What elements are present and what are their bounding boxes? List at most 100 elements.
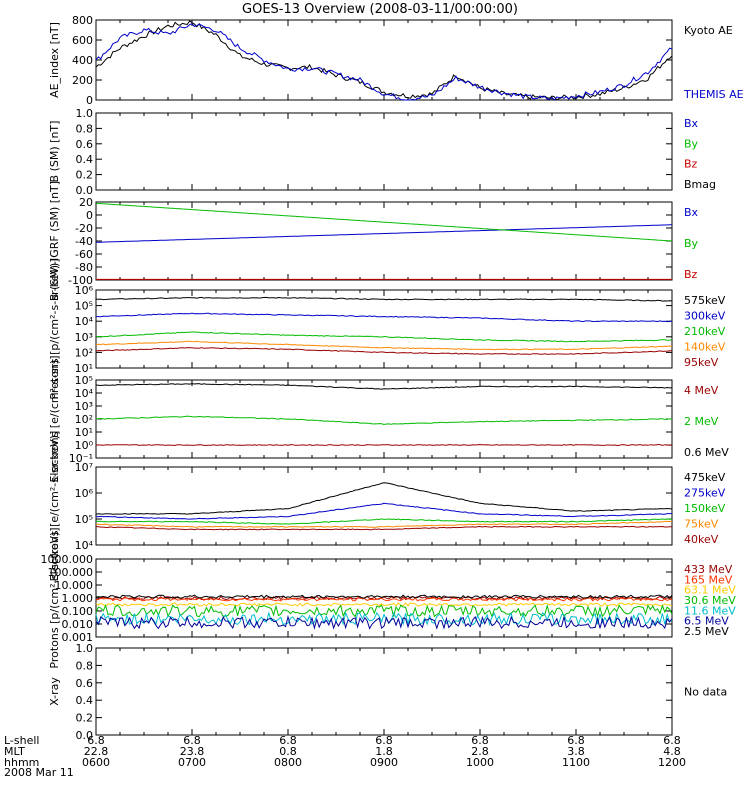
series-line (95, 20, 673, 101)
x-tick-hhmm: 1200 (658, 756, 686, 769)
legend-entry: 0.6 MeV (684, 446, 729, 459)
x-tick-hhmm: 1000 (466, 756, 494, 769)
x-tick-mlt: 22.8 (84, 745, 109, 758)
legend-entry: 6.5 MeV (684, 615, 729, 628)
series-line (95, 347, 673, 355)
series-line (95, 23, 673, 101)
x-tick-hhmm: 0800 (274, 756, 302, 769)
y-axis-label: B (SM) [nT] (48, 121, 61, 183)
legend-entry: 2 MeV (684, 415, 719, 428)
legend-entry: 275keV (684, 487, 726, 500)
y-tick-label: 10⁴ (75, 387, 94, 400)
y-tick-label: -80 (75, 261, 93, 274)
legend-entry: Bmag (684, 178, 716, 191)
panel-frame (95, 289, 673, 369)
y-tick-label: 10⁴ (75, 539, 94, 552)
x-tick-hhmm: 0900 (370, 756, 398, 769)
series-line (95, 502, 673, 520)
y-tick-label: 200 (72, 74, 93, 87)
y-tick-label: 0.0 (76, 729, 94, 742)
y-tick-label: 10.000 (55, 579, 94, 592)
x-tick-lshell: 6.8 (279, 734, 297, 747)
y-axis-label: AE_index [nT] (48, 22, 61, 98)
y-tick-label: 10⁵ (75, 300, 93, 313)
y-tick-label: 1.0 (76, 642, 94, 655)
legend-entry: THEMIS AE (683, 88, 744, 101)
legend-entry: 63.1 MeV (684, 584, 736, 597)
legend-entry: 2.5 MeV (684, 625, 729, 638)
panel-frame (95, 201, 673, 281)
legend-entry: Kyoto AE (684, 24, 733, 37)
legend-entry: By (684, 237, 699, 250)
y-tick-label: 0.2 (76, 712, 94, 725)
series-line (95, 296, 673, 302)
chart-title: GOES-13 Overview (2008-03-11/00:00:00) (242, 2, 518, 17)
legend-entry: Bx (684, 117, 699, 130)
y-tick-label: 10⁷ (75, 461, 93, 474)
y-tick-label: 0 (86, 94, 93, 107)
y-tick-label: -60 (75, 248, 93, 261)
y-tick-label: 1.000 (62, 592, 94, 605)
x-tick-lshell: 6.8 (471, 734, 489, 747)
y-tick-label: 0.4 (76, 153, 94, 166)
x-tick-hhmm: 0700 (178, 756, 206, 769)
x-axis-row-label: hhmm (4, 756, 39, 769)
panel-frame (95, 466, 673, 546)
series-line (95, 444, 673, 446)
y-axis-label: Protons [p/(cm²-s-sr-keV)] (48, 258, 61, 399)
x-axis-row-label: 2008 Mar 11 (4, 766, 74, 779)
y-tick-label: 0.001 (62, 631, 94, 644)
y-tick-label: 1.0 (76, 107, 94, 120)
legend-entry: 30.6 MeV (684, 594, 736, 607)
x-tick-mlt: 1.8 (375, 745, 393, 758)
x-tick-lshell: 6.8 (567, 734, 585, 747)
legend-entry: 95keV (684, 356, 719, 369)
series-line (95, 603, 673, 619)
x-tick-lshell: 6.8 (183, 734, 201, 747)
y-tick-label: 10³ (75, 331, 93, 344)
panel-frame (95, 647, 673, 736)
y-tick-label: -100 (68, 274, 93, 287)
panel-frame (95, 19, 673, 101)
y-tick-label: 0.4 (76, 694, 94, 707)
y-tick-label: 10⁰ (75, 439, 94, 452)
y-tick-label: 800 (72, 14, 93, 27)
x-tick-mlt: 23.8 (180, 745, 205, 758)
legend-entry: Bx (684, 206, 699, 219)
y-tick-label: 0.6 (76, 677, 94, 690)
x-tick-mlt: 3.8 (567, 745, 585, 758)
y-tick-label: 10¹ (75, 426, 93, 439)
y-tick-label: 0 (86, 209, 93, 222)
series-line (95, 383, 673, 390)
y-tick-label: 0.8 (76, 659, 94, 672)
series-line (95, 312, 673, 323)
series-line (95, 482, 673, 515)
series-line (95, 520, 673, 528)
legend-entry: 575keV (684, 294, 726, 307)
legend-entry: 433 MeV (684, 563, 733, 576)
x-tick-hhmm: 1100 (562, 756, 590, 769)
series-line (95, 224, 672, 243)
x-tick-mlt: 2.8 (471, 745, 489, 758)
y-tick-label: -20 (75, 222, 93, 235)
y-tick-label: 10¹ (75, 362, 93, 375)
x-tick-mlt: 4.8 (663, 745, 681, 758)
series-line (95, 611, 673, 627)
y-tick-label: 10² (75, 346, 93, 359)
series-line (95, 202, 673, 242)
y-tick-label: 600 (72, 34, 93, 47)
y-tick-label: 10⁵ (75, 374, 93, 387)
no-data-annotation: No data (684, 686, 727, 699)
series-line (95, 614, 673, 630)
y-tick-label: 0.100 (62, 605, 94, 618)
series-line (95, 331, 673, 343)
y-tick-label: 10² (75, 413, 93, 426)
legend-entry: 4 MeV (684, 384, 719, 397)
y-tick-label: 10⁶ (75, 487, 94, 500)
x-axis-row-label: MLT (4, 745, 25, 758)
y-tick-label: 100.000 (48, 566, 94, 579)
y-tick-label: 0.2 (76, 169, 94, 182)
legend-entry: 210keV (684, 325, 726, 338)
y-tick-label: 0.010 (62, 618, 94, 631)
